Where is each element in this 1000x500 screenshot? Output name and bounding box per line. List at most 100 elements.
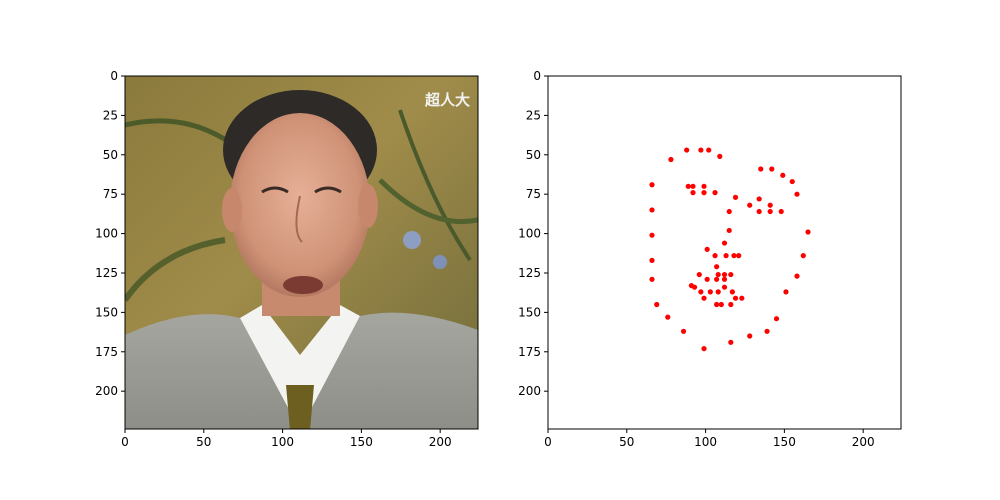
- landmark-point: [717, 153, 723, 159]
- landmark-point: [685, 183, 691, 189]
- landmark-point: [764, 328, 770, 334]
- photo-y-tick-label: 175: [95, 345, 118, 359]
- landmark-point: [731, 253, 737, 259]
- landmark-point: [794, 273, 800, 279]
- landmark-point: [721, 271, 728, 278]
- photo-x-tick-label: 0: [121, 435, 129, 449]
- photo-y-tick-label: 125: [95, 266, 118, 280]
- portrait-photo-icon: 超人大: [125, 76, 478, 429]
- landmark-point: [712, 253, 718, 259]
- landmark-point: [726, 208, 732, 215]
- landmark-point: [701, 295, 707, 301]
- landmark-point: [691, 284, 698, 290]
- landmark-point: [654, 301, 660, 308]
- landmark-point: [721, 276, 728, 282]
- landmark-point: [778, 208, 784, 215]
- landmark-point: [732, 295, 739, 301]
- scatter-axes: 0 50 100 150 200 0 25 50 75 100 125 150 175 200: [518, 69, 902, 449]
- scatter-y-tick-label: 75: [526, 187, 541, 201]
- photo-caption: 超人大: [424, 91, 470, 109]
- landmark-point: [701, 346, 707, 352]
- scatter-y-tick-label: 200: [518, 384, 541, 398]
- photo-x-tick-label: 100: [271, 435, 294, 449]
- landmark-point: [789, 178, 795, 185]
- landmark-point: [726, 227, 732, 234]
- landmark-point: [706, 147, 712, 153]
- scatter-x-tick-label: 50: [619, 435, 634, 449]
- landmark-point: [794, 191, 800, 197]
- photo-axes: 超人大 0 50 100 150 200 0 25 50 75 100 125 150 175 200: [95, 69, 479, 449]
- landmark-point: [800, 253, 806, 259]
- photo-x-tick-label: 150: [350, 435, 373, 449]
- landmark-point: [756, 208, 762, 215]
- scatter-y-tick-label: 50: [526, 148, 541, 162]
- scatter-x-tick-label: 100: [694, 435, 717, 449]
- landmark-point: [707, 289, 713, 295]
- landmark-point: [684, 147, 690, 153]
- photo-y-tick-label: 25: [103, 108, 118, 122]
- landmark-point: [783, 289, 789, 295]
- photo-y-tick-label: 150: [95, 305, 118, 319]
- landmark-point: [739, 295, 745, 301]
- landmark-point: [758, 166, 764, 172]
- landmark-point: [747, 202, 753, 208]
- landmark-point: [714, 301, 720, 308]
- landmark-point: [649, 232, 655, 238]
- landmark-point: [736, 253, 742, 259]
- landmark-point: [714, 276, 720, 282]
- landmark-point: [732, 194, 739, 200]
- scatter-y-tick-label: 100: [518, 227, 541, 241]
- landmark-point: [728, 271, 734, 278]
- scatter-x-tick-label: 200: [852, 435, 875, 449]
- landmark-point: [698, 147, 704, 153]
- scatter-plot-area: [548, 76, 901, 429]
- photo-y-tick-label: 100: [95, 227, 118, 241]
- landmark-point: [715, 289, 721, 295]
- landmark-point: [721, 240, 728, 246]
- scatter-y-tick-label: 0: [533, 69, 541, 83]
- landmark-point: [747, 333, 753, 339]
- landmark-point: [649, 207, 655, 213]
- scatter-points: [649, 147, 811, 352]
- landmark-point: [773, 316, 780, 322]
- landmark-point: [767, 208, 773, 215]
- landmark-point: [696, 271, 702, 278]
- landmark-point: [649, 276, 655, 282]
- photo-x-tick-label: 50: [196, 435, 211, 449]
- photo-y-tick-label: 75: [103, 187, 118, 201]
- photo-x-tick-label: 200: [429, 435, 452, 449]
- landmark-point: [718, 301, 724, 308]
- landmark-point: [715, 271, 721, 278]
- scatter-y-tick-label: 150: [518, 305, 541, 319]
- photo-y-tick-label: 0: [110, 69, 118, 83]
- photo-axes-frame: [124, 75, 479, 430]
- landmark-point: [728, 301, 734, 308]
- photo-ticks: 0 50 100 150 200 0 25 50 75 100 125 150 175 200: [95, 69, 452, 449]
- landmark-point: [756, 196, 762, 202]
- landmark-point: [680, 328, 687, 334]
- landmark-point: [701, 190, 707, 196]
- landmark-point: [649, 182, 655, 188]
- landmark-point: [690, 190, 696, 196]
- landmark-point: [690, 183, 696, 189]
- landmark-point: [714, 264, 720, 270]
- landmark-point: [701, 183, 707, 189]
- scatter-axes-frame: [547, 75, 902, 430]
- landmark-point: [805, 229, 811, 235]
- scatter-y-tick-label: 25: [526, 108, 541, 122]
- landmark-point: [698, 289, 704, 295]
- landmark-point: [668, 156, 674, 163]
- scatter-x-tick-label: 0: [544, 435, 552, 449]
- landmark-point: [767, 202, 773, 208]
- landmark-point: [712, 190, 718, 196]
- landmark-point: [769, 166, 775, 172]
- scatter-y-tick-label: 125: [518, 266, 541, 280]
- landmark-point: [780, 172, 786, 178]
- scatter-x-tick-label: 150: [773, 435, 796, 449]
- scatter-ticks: 0 50 100 150 200 0 25 50 75 100 125 150 175 200: [518, 69, 875, 449]
- photo-y-tick-label: 50: [103, 148, 118, 162]
- photo-y-tick-label: 200: [95, 384, 118, 398]
- landmark-point: [721, 284, 728, 290]
- landmark-point: [649, 257, 655, 263]
